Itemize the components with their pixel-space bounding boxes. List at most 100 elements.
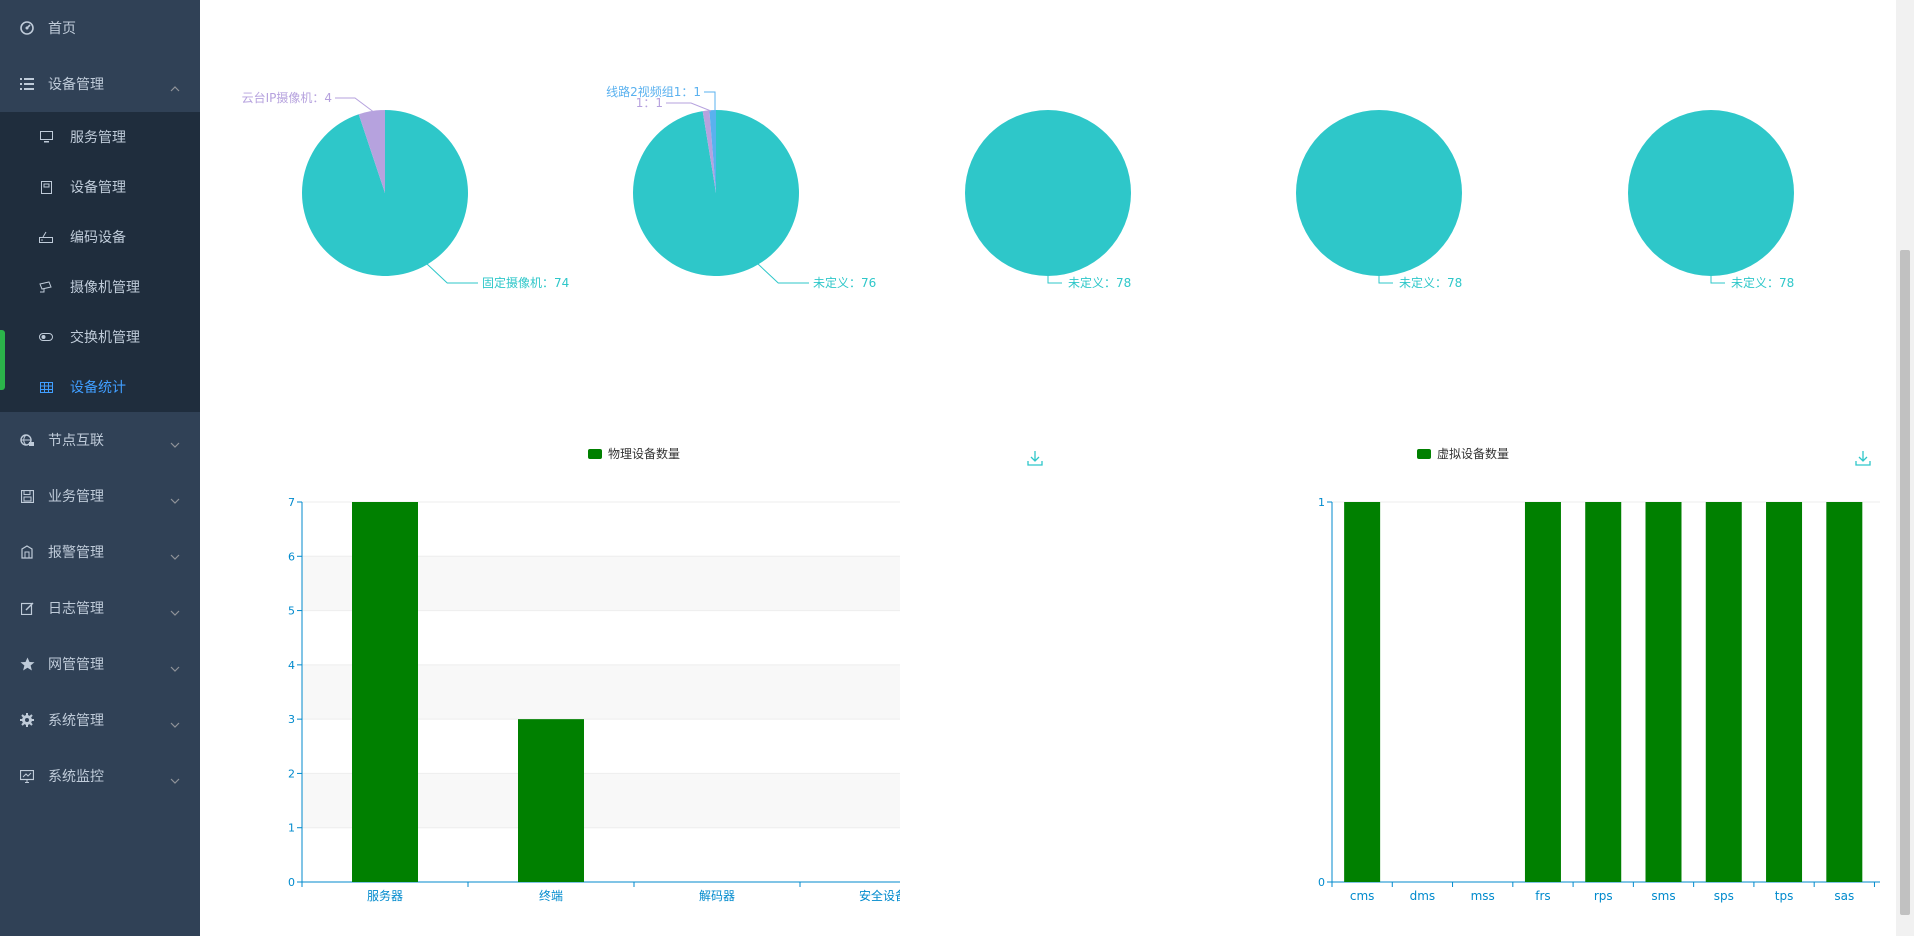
sidebar-item-label: 报警管理: [48, 545, 104, 561]
chevron-down-icon: [170, 489, 180, 508]
sidebar-item-label: 网管管理: [48, 657, 104, 673]
download-icon[interactable]: [1854, 449, 1872, 467]
bar[interactable]: [1585, 502, 1622, 882]
main-content: 固定摄像机：74 云台IP摄像机：4 未定义：76 线路2视频组1：1 1：1 未定义：7…: [200, 0, 1896, 936]
submenu-item-service[interactable]: 服务管理: [0, 112, 200, 162]
submenu-item-label: 交换机管理: [70, 330, 140, 346]
x-tick-label: 终端: [539, 888, 563, 903]
sidebar-item-home[interactable]: 首页: [0, 0, 200, 56]
sidebar-item-business[interactable]: 业务管理: [0, 468, 200, 524]
sidebar-item-system[interactable]: 系统管理: [0, 692, 200, 748]
sidebar-item-label: 系统监控: [48, 769, 104, 785]
drag-handle[interactable]: [0, 330, 5, 390]
submenu-item-statistics[interactable]: 设备统计: [0, 362, 200, 412]
x-tick-label: sas: [1834, 889, 1854, 903]
star-icon: [18, 655, 36, 673]
pie-slice[interactable]: [965, 110, 1131, 276]
label-line: [1710, 276, 1725, 284]
sidebar-item-node-interconnect[interactable]: 节点互联: [0, 412, 200, 468]
table-icon: [38, 379, 54, 395]
pie-charts: 固定摄像机：74 云台IP摄像机：4 未定义：76 线路2视频组1：11：1 未定义：7…: [242, 84, 1795, 290]
chevron-down-icon: [170, 601, 180, 620]
bar[interactable]: [352, 502, 418, 882]
x-tick-label: 服务器: [367, 888, 403, 903]
pie-slice[interactable]: [702, 110, 716, 193]
submenu-item-label: 摄像机管理: [70, 280, 140, 296]
alarm-icon: [18, 543, 36, 561]
edit-icon: [18, 599, 36, 617]
sidebar-item-log[interactable]: 日志管理: [0, 580, 200, 636]
pie-slice[interactable]: [709, 110, 716, 193]
submenu-item-encoder[interactable]: 编码设备: [0, 212, 200, 262]
y-tick-label: 3: [288, 713, 295, 726]
sidebar-item-label: 设备管理: [48, 77, 104, 93]
sidebar-item-alarm[interactable]: 报警管理: [0, 524, 200, 580]
submenu-item-label: 服务管理: [70, 130, 126, 146]
label-line: [335, 97, 376, 114]
chevron-down-icon: [170, 713, 180, 732]
submenu-item-camera[interactable]: 摄像机管理: [0, 262, 200, 312]
x-tick-label: dms: [1410, 889, 1436, 903]
sidebar: 首页 设备管理 服务管理 设备管理 编码设备 摄像机管理 交换机管理: [0, 0, 200, 936]
bar[interactable]: [1705, 502, 1742, 882]
vertical-scrollbar[interactable]: [1896, 0, 1914, 936]
pie-label: 线路2视频组1：1: [606, 84, 701, 99]
chevron-down-icon: [170, 545, 180, 564]
bar[interactable]: [1766, 502, 1803, 882]
legend-swatch: [1417, 448, 1431, 459]
bar[interactable]: [518, 719, 584, 882]
y-tick-label: 6: [288, 550, 295, 563]
sidebar-item-label: 日志管理: [48, 601, 104, 617]
y-tick-label: 0: [1318, 876, 1325, 889]
submenu: 服务管理 设备管理 编码设备 摄像机管理 交换机管理 设备统计: [0, 112, 200, 412]
pie-slice[interactable]: [632, 110, 799, 276]
save-icon: [18, 487, 36, 505]
virtual-device-bar-chart: 01cmsdmsmssfrsrpssmsspstpssaswebmuvmu: [1318, 496, 1880, 903]
bar[interactable]: [1826, 502, 1863, 882]
pie-slice[interactable]: [302, 110, 468, 277]
y-tick-label: 1: [1318, 496, 1325, 509]
legend-physical: 物理设备数量: [588, 445, 680, 462]
pie-slice[interactable]: [1628, 110, 1794, 276]
pie-label: 云台IP摄像机：4: [242, 90, 332, 105]
scrollbar-thumb[interactable]: [1900, 250, 1910, 915]
chevron-down-icon: [170, 657, 180, 676]
x-tick-label: sps: [1714, 889, 1734, 903]
sidebar-item-label: 系统管理: [48, 713, 104, 729]
submenu-item-switch[interactable]: 交换机管理: [0, 312, 200, 362]
x-tick-label: frs: [1535, 889, 1550, 903]
pie-slice[interactable]: [358, 110, 385, 193]
camera-icon: [38, 279, 54, 295]
router-icon: [38, 229, 54, 245]
sidebar-item-monitor[interactable]: 系统监控: [0, 748, 200, 804]
pie-label: 1：1: [636, 96, 663, 110]
download-icon[interactable]: [1026, 449, 1044, 467]
label-line: [1047, 276, 1062, 284]
sidebar-item-device-management[interactable]: 设备管理: [0, 56, 200, 112]
legend-label: 物理设备数量: [608, 447, 681, 461]
device-icon: [38, 179, 54, 195]
y-tick-label: 1: [288, 822, 295, 835]
x-tick-label: tps: [1775, 889, 1794, 903]
pie-label: 未定义：78: [1731, 275, 1794, 290]
gear-icon: [18, 711, 36, 729]
server-icon: [38, 129, 54, 145]
submenu-item-label: 设备管理: [70, 180, 126, 196]
label-line: [757, 263, 809, 284]
x-tick-label: cms: [1350, 889, 1375, 903]
dashboard-icon: [18, 19, 36, 37]
bar[interactable]: [1524, 502, 1561, 882]
pie-slice[interactable]: [1296, 110, 1462, 276]
label-line: [666, 102, 712, 112]
pie-label: 固定摄像机：74: [482, 275, 569, 290]
y-tick-label: 0: [288, 876, 295, 889]
submenu-item-device[interactable]: 设备管理: [0, 162, 200, 212]
label-line: [426, 263, 478, 284]
bar[interactable]: [1344, 502, 1381, 882]
sidebar-item-netmgmt[interactable]: 网管管理: [0, 636, 200, 692]
bar[interactable]: [1645, 502, 1682, 882]
chevron-up-icon: [170, 77, 180, 96]
x-tick-label: 安全设备: [859, 888, 900, 903]
y-tick-label: 7: [288, 496, 295, 509]
pie-label: 未定义：78: [1399, 275, 1462, 290]
